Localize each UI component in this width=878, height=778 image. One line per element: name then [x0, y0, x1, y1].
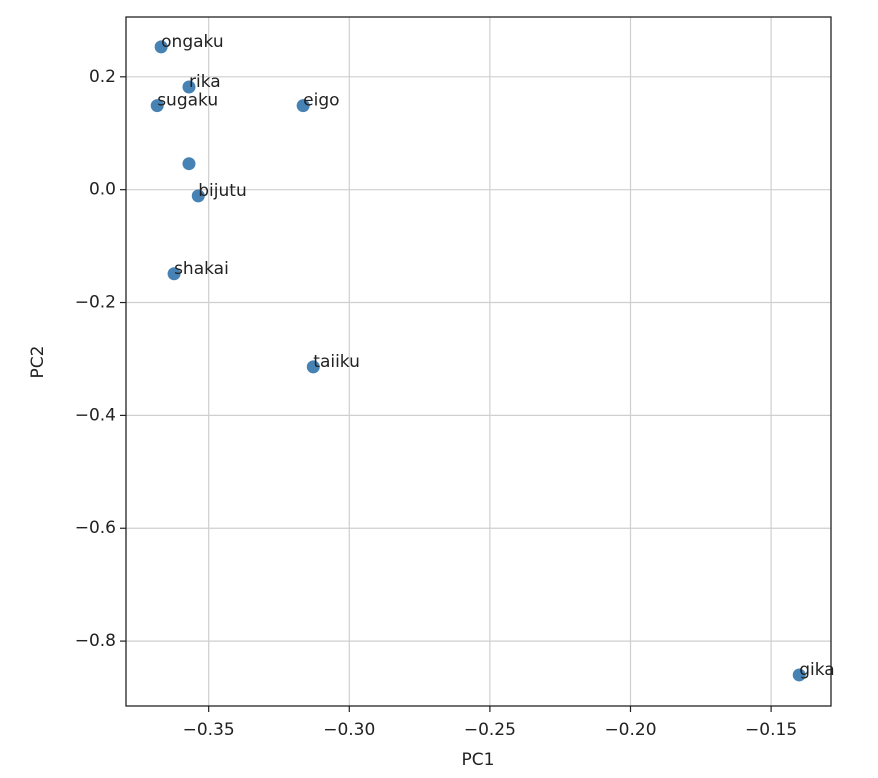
point-label: ongaku: [161, 32, 223, 52]
y-tick-label: 0.2: [89, 67, 116, 87]
y-tick-label: −0.4: [75, 405, 116, 425]
y-tick-label: −0.6: [75, 518, 116, 538]
x-tick-label: −0.35: [183, 720, 235, 740]
point: [182, 80, 196, 94]
y-tick-label: −0.2: [75, 293, 116, 313]
y-tick-label: −0.8: [75, 631, 116, 651]
point: [306, 360, 320, 374]
x-tick-label: −0.25: [464, 720, 516, 740]
point: [154, 40, 168, 54]
plot-frame: [125, 16, 832, 707]
point-label: shakai: [174, 259, 229, 279]
x-tick-label: −0.15: [745, 720, 797, 740]
point: [191, 189, 205, 203]
point-label: eigo: [303, 91, 339, 111]
point-label: taiiku: [313, 352, 360, 372]
point-label: gika: [799, 660, 834, 680]
point: [296, 99, 310, 113]
x-tick-label: −0.30: [323, 720, 375, 740]
point: [150, 99, 164, 113]
point-label: rika: [189, 72, 221, 92]
y-axis-label: PC2: [28, 346, 48, 379]
point: [792, 668, 806, 682]
x-tick-label: −0.20: [604, 720, 656, 740]
point-label: bijutu: [198, 181, 246, 201]
point-label: sugaku: [157, 91, 218, 111]
x-axis-label: PC1: [462, 750, 495, 770]
point: [182, 157, 196, 171]
point: [167, 267, 181, 281]
y-tick-label: 0.0: [89, 180, 116, 200]
